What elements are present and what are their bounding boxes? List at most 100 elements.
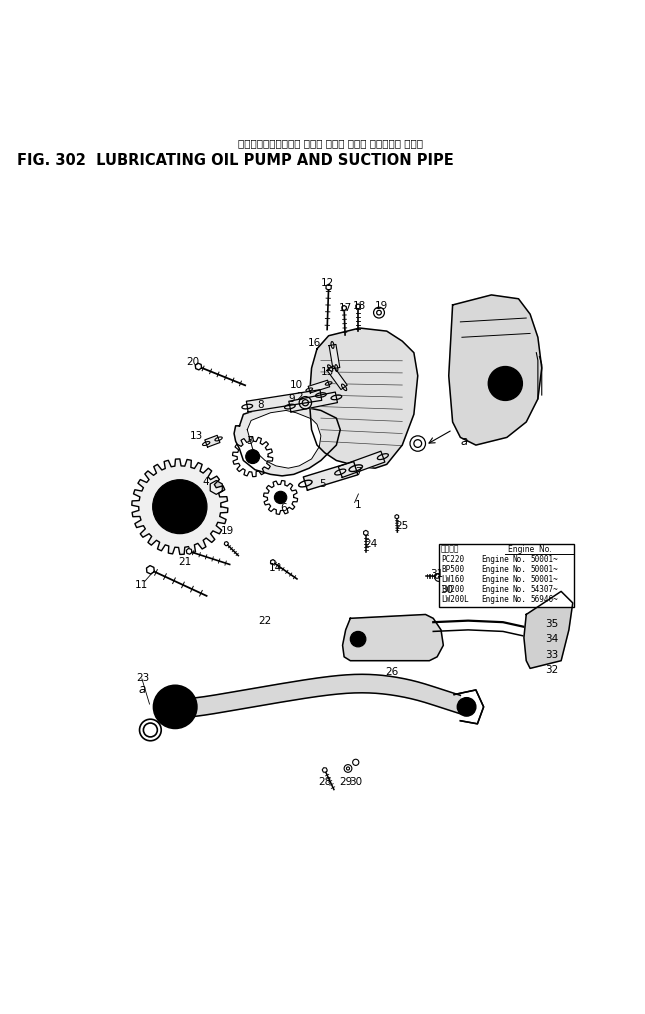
Text: 30: 30	[349, 778, 362, 787]
Polygon shape	[205, 435, 220, 447]
Polygon shape	[234, 403, 341, 476]
Text: 15: 15	[321, 367, 333, 377]
Polygon shape	[246, 389, 322, 412]
Polygon shape	[146, 566, 154, 574]
Text: 23: 23	[136, 672, 149, 682]
Circle shape	[536, 615, 542, 622]
Text: 50001~: 50001~	[530, 575, 558, 584]
Polygon shape	[195, 363, 202, 370]
Text: 56946~: 56946~	[530, 594, 558, 603]
Polygon shape	[329, 345, 340, 369]
Text: 5: 5	[319, 479, 326, 489]
Text: 54307~: 54307~	[530, 584, 558, 593]
Polygon shape	[326, 284, 332, 290]
Polygon shape	[524, 591, 573, 668]
Polygon shape	[289, 392, 337, 412]
Text: 27: 27	[463, 702, 476, 712]
Text: 19: 19	[221, 526, 235, 536]
Text: Engine  No.: Engine No.	[508, 545, 552, 554]
Text: Engine: Engine	[481, 555, 509, 564]
Polygon shape	[364, 530, 368, 535]
Circle shape	[457, 698, 476, 716]
Text: 24: 24	[364, 538, 378, 549]
Text: 13: 13	[190, 431, 204, 441]
Text: 1: 1	[355, 500, 361, 510]
Polygon shape	[132, 459, 228, 555]
Polygon shape	[210, 481, 223, 495]
Text: No.: No.	[512, 555, 526, 564]
Circle shape	[154, 685, 197, 728]
Text: 33: 33	[545, 650, 559, 659]
Text: 34: 34	[545, 634, 559, 644]
Circle shape	[535, 628, 541, 635]
Polygon shape	[247, 411, 321, 468]
Text: No.: No.	[512, 565, 526, 574]
Text: 26: 26	[386, 667, 399, 677]
Text: 32: 32	[545, 665, 559, 675]
Text: a: a	[139, 683, 146, 697]
Text: a: a	[461, 435, 468, 448]
Circle shape	[274, 491, 287, 504]
Text: 29: 29	[339, 778, 352, 787]
Text: 9: 9	[288, 393, 295, 404]
Text: LW200L: LW200L	[441, 594, 469, 603]
Text: 50001~: 50001~	[530, 565, 558, 574]
Text: 28: 28	[318, 778, 332, 787]
Text: Engine: Engine	[481, 575, 509, 584]
Text: 19: 19	[375, 301, 388, 311]
Circle shape	[246, 449, 260, 463]
Text: 30: 30	[440, 585, 453, 595]
Text: 16: 16	[308, 339, 321, 349]
Text: 17: 17	[339, 303, 352, 313]
Circle shape	[163, 490, 197, 523]
Text: BP500: BP500	[441, 565, 464, 574]
Text: LW160: LW160	[441, 575, 464, 584]
Polygon shape	[435, 574, 440, 578]
Text: 18: 18	[353, 301, 366, 311]
Text: ルーブリケーティング オイル ポンプ および サクション パイプ: ルーブリケーティング オイル ポンプ および サクション パイプ	[237, 138, 422, 148]
Polygon shape	[186, 549, 192, 555]
Text: Engine: Engine	[481, 594, 509, 603]
Polygon shape	[327, 366, 347, 389]
Text: 10: 10	[290, 380, 303, 390]
Text: 20: 20	[186, 357, 199, 367]
Circle shape	[350, 632, 366, 647]
Text: FIG. 302  LUBRICATING OIL PUMP AND SUCTION PIPE: FIG. 302 LUBRICATING OIL PUMP AND SUCTIO…	[17, 153, 454, 167]
Polygon shape	[308, 380, 330, 393]
Polygon shape	[342, 305, 346, 310]
Text: 14: 14	[270, 564, 283, 573]
Text: No.: No.	[512, 584, 526, 593]
Text: No.: No.	[512, 575, 526, 584]
Text: 35: 35	[545, 619, 559, 629]
Text: 11: 11	[134, 580, 148, 590]
Polygon shape	[224, 541, 228, 546]
Polygon shape	[264, 481, 297, 514]
Polygon shape	[270, 560, 275, 565]
Polygon shape	[356, 304, 361, 309]
Polygon shape	[175, 674, 461, 717]
Text: 8: 8	[257, 401, 264, 410]
Text: 適用番号: 適用番号	[441, 545, 459, 554]
Text: 50001~: 50001~	[530, 555, 558, 564]
Polygon shape	[309, 329, 418, 468]
Text: 25: 25	[395, 521, 409, 531]
Polygon shape	[342, 614, 443, 661]
Circle shape	[153, 480, 207, 533]
Text: 12: 12	[321, 279, 333, 288]
Text: 7: 7	[355, 467, 361, 477]
Text: PC220: PC220	[441, 555, 464, 564]
Text: No.: No.	[512, 594, 526, 603]
Polygon shape	[338, 451, 385, 478]
Polygon shape	[395, 514, 399, 519]
Text: 21: 21	[179, 557, 192, 567]
Text: 2: 2	[296, 392, 303, 403]
Polygon shape	[322, 768, 327, 773]
Polygon shape	[303, 461, 358, 490]
Text: 4: 4	[203, 477, 210, 487]
Text: Engine: Engine	[481, 584, 509, 593]
Polygon shape	[449, 295, 542, 445]
Circle shape	[534, 653, 542, 661]
Text: 31: 31	[430, 570, 444, 579]
Text: 22: 22	[259, 615, 272, 626]
Circle shape	[534, 640, 542, 647]
